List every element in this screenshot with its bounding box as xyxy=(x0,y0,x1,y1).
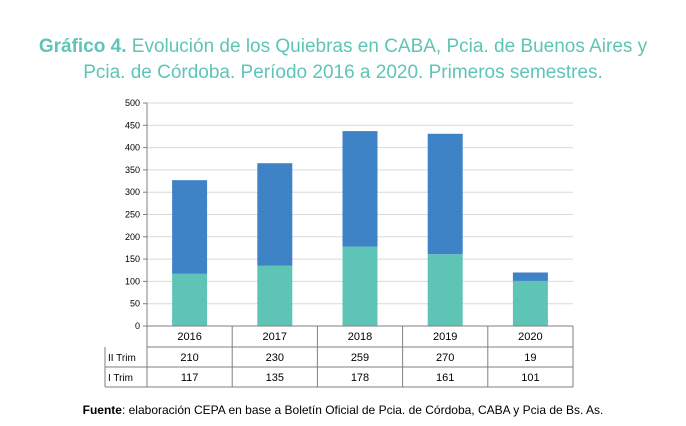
y-tick-label: 150 xyxy=(125,254,140,264)
table-value: 270 xyxy=(436,352,454,364)
bar-segment-ii-trim xyxy=(342,131,378,247)
table-value: 161 xyxy=(436,372,454,384)
x-category-label: 2020 xyxy=(518,331,542,343)
title-line-1: Gráfico 4. Evolución de los Quiebras en … xyxy=(0,34,686,60)
bar-segment-ii-trim xyxy=(427,133,463,255)
chart-title: Gráfico 4. Evolución de los Quiebras en … xyxy=(0,34,686,86)
y-tick-label: 400 xyxy=(125,143,140,153)
table-value: 19 xyxy=(524,352,536,364)
bar-segment-i-trim xyxy=(257,265,293,326)
bar-segment-i-trim xyxy=(342,246,378,326)
source-text: : elaboración CEPA en base a Boletín Ofi… xyxy=(121,403,604,417)
table-value: 101 xyxy=(521,372,539,384)
bar-segment-i-trim xyxy=(427,254,463,326)
title-line-1-text: Evolución de los Quiebras en CABA, Pcia.… xyxy=(131,36,648,57)
source-label: Fuente xyxy=(82,403,122,417)
table-row-label: I Trim xyxy=(108,373,133,384)
y-tick-label: 300 xyxy=(125,187,140,197)
bar-segment-ii-trim xyxy=(172,180,208,274)
table-value: 135 xyxy=(266,372,284,384)
source-note: Fuente: elaboración CEPA en base a Bolet… xyxy=(0,403,686,417)
y-tick-label: 450 xyxy=(125,120,140,130)
y-tick-label: 0 xyxy=(135,321,140,331)
table-row-label: II Trim xyxy=(108,353,136,364)
y-tick-label: 350 xyxy=(125,165,140,175)
y-tick-label: 250 xyxy=(125,210,140,220)
bar-segment-i-trim xyxy=(512,280,548,326)
bar-segment-ii-trim xyxy=(512,272,548,281)
x-category-label: 2016 xyxy=(177,331,201,343)
y-tick-label: 50 xyxy=(130,299,140,309)
table-value: 117 xyxy=(181,372,199,384)
bar-segment-i-trim xyxy=(172,273,208,326)
table-value: 230 xyxy=(266,352,284,364)
x-category-label: 2019 xyxy=(433,331,457,343)
x-category-label: 2018 xyxy=(348,331,372,343)
table-value: 178 xyxy=(351,372,369,384)
y-tick-label: 100 xyxy=(125,276,140,286)
y-tick-label: 500 xyxy=(125,98,140,108)
x-category-label: 2017 xyxy=(263,331,287,343)
y-tick-label: 200 xyxy=(125,232,140,242)
bar-segment-ii-trim xyxy=(257,163,293,266)
table-value: 210 xyxy=(180,352,198,364)
title-line-2: Pcia. de Córdoba. Período 2016 a 2020. P… xyxy=(83,62,603,83)
table-value: 259 xyxy=(351,352,369,364)
title-lead: Gráfico 4. xyxy=(38,36,127,57)
